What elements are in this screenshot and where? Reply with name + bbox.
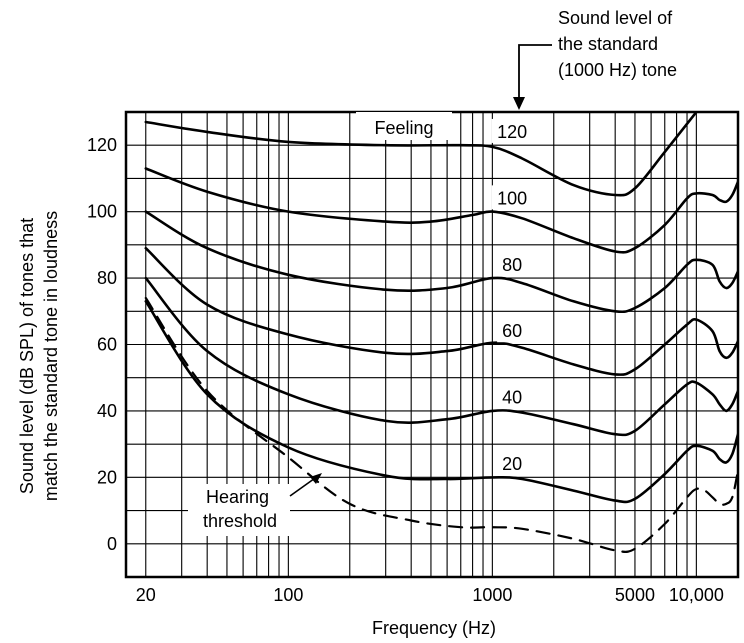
y-axis-label-line-1: Sound level (dB SPL) of tones that xyxy=(17,218,37,494)
y-tick-label: 80 xyxy=(97,268,117,288)
standard-tone-pointer xyxy=(518,44,552,100)
curve-label: 120 xyxy=(497,122,527,142)
curve-label-bg xyxy=(497,251,528,276)
grid xyxy=(126,112,738,577)
curve-label: 60 xyxy=(502,321,522,341)
curve-label-bg xyxy=(497,451,528,476)
curve-label: 20 xyxy=(502,454,522,474)
x-tick-label: 20 xyxy=(136,585,156,605)
hearing-threshold-arrowhead xyxy=(310,473,322,484)
feeling-label-bg xyxy=(356,112,452,140)
curve-labels: 120 100 80 60 40 20 xyxy=(491,118,533,476)
standard-tone-line-1: Sound level of xyxy=(558,8,673,28)
curve-label: 100 xyxy=(497,188,527,208)
hearing-threshold-label: Hearing threshold xyxy=(203,487,277,531)
curve-label: 80 xyxy=(502,255,522,275)
y-axis-label-line-2: match the standard tone in loudness xyxy=(41,211,61,501)
y-tick-label: 100 xyxy=(87,202,117,222)
loudness-curve-100 xyxy=(144,167,738,254)
curve-label: 40 xyxy=(502,388,522,408)
standard-tone-arrowhead xyxy=(513,97,525,110)
curve-label-bg xyxy=(491,185,533,210)
loudness-curve-20 xyxy=(144,300,738,504)
hearing-threshold-label-bg xyxy=(188,484,290,536)
x-tick-labels: 20 100 1000 5000 10,000 xyxy=(136,585,724,605)
y-tick-label: 20 xyxy=(97,467,117,487)
y-tick-label: 120 xyxy=(87,135,117,155)
feeling-label: Feeling xyxy=(374,118,433,138)
standard-tone-line-2: the standard xyxy=(558,34,658,54)
curve-label-bg xyxy=(491,118,533,143)
hearing-threshold-curve xyxy=(144,296,738,553)
curves xyxy=(144,112,738,553)
curve-label-bg xyxy=(497,384,528,409)
x-tick-label: 100 xyxy=(273,585,303,605)
x-tick-label: 1000 xyxy=(472,585,512,605)
loudness-curve-60 xyxy=(144,246,738,376)
standard-tone-label: Sound level of the standard (1000 Hz) to… xyxy=(558,8,677,80)
y-tick-label: 40 xyxy=(97,401,117,421)
loudness-curve-80 xyxy=(144,210,738,314)
x-tick-label: 5000 xyxy=(615,585,655,605)
standard-tone-line-3: (1000 Hz) tone xyxy=(558,60,677,80)
hearing-threshold-line-1: Hearing xyxy=(206,487,269,507)
curve-label-bg xyxy=(497,318,528,343)
y-tick-label: 60 xyxy=(97,335,117,355)
x-axis-label: Frequency (Hz) xyxy=(372,618,496,638)
y-tick-label: 0 xyxy=(107,534,117,554)
loudness-curve-40 xyxy=(144,276,738,437)
x-tick-label: 10,000 xyxy=(669,585,724,605)
y-tick-labels: 0 20 40 60 80 100 120 xyxy=(87,135,117,554)
loudness-curve-120 xyxy=(144,112,698,197)
hearing-threshold-line-2: threshold xyxy=(203,511,277,531)
